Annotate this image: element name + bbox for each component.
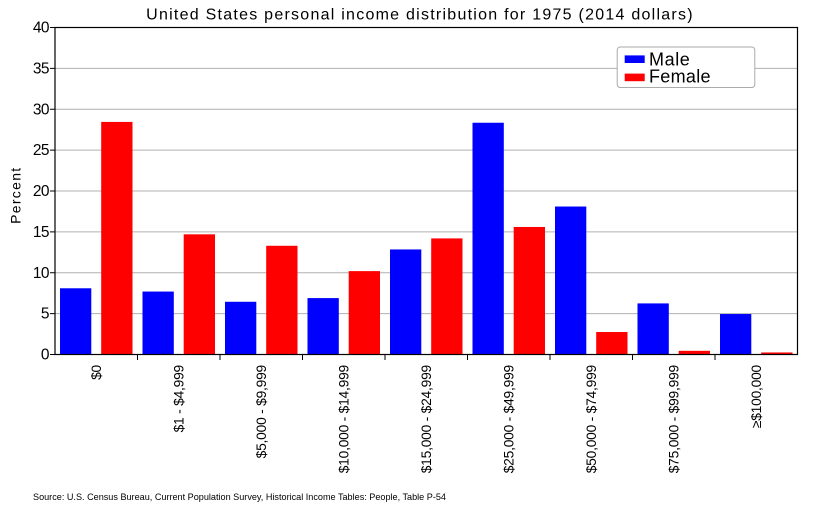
- svg-text:Female: Female: [649, 67, 711, 87]
- svg-text:40: 40: [33, 20, 50, 37]
- svg-text:≥$100,000: ≥$100,000: [749, 364, 764, 428]
- svg-text:$25,000 - $49,999: $25,000 - $49,999: [502, 364, 517, 473]
- svg-text:5: 5: [41, 306, 49, 323]
- svg-text:Male: Male: [649, 50, 690, 70]
- svg-text:$75,000 - $99,999: $75,000 - $99,999: [667, 364, 682, 473]
- svg-text:20: 20: [33, 183, 50, 200]
- svg-text:Percent: Percent: [7, 167, 23, 224]
- svg-text:Source: U.S. Census Bureau, Cu: Source: U.S. Census Bureau, Current Popu…: [33, 492, 446, 502]
- svg-text:10: 10: [33, 265, 50, 282]
- svg-text:$10,000 - $14,999: $10,000 - $14,999: [337, 364, 352, 473]
- svg-text:25: 25: [33, 142, 49, 159]
- svg-text:$50,000 - $74,999: $50,000 - $74,999: [584, 364, 599, 473]
- svg-text:0: 0: [41, 347, 50, 364]
- svg-text:$5,000 - $9,999: $5,000 - $9,999: [254, 364, 269, 458]
- svg-text:United States personal income: United States personal income distributi…: [146, 7, 694, 24]
- svg-text:35: 35: [33, 60, 49, 77]
- svg-text:$0: $0: [89, 364, 104, 379]
- svg-text:15: 15: [33, 224, 49, 241]
- svg-text:$1 - $4,999: $1 - $4,999: [172, 364, 187, 432]
- svg-text:$15,000 - $24,999: $15,000 - $24,999: [419, 364, 434, 473]
- svg-text:30: 30: [33, 101, 50, 118]
